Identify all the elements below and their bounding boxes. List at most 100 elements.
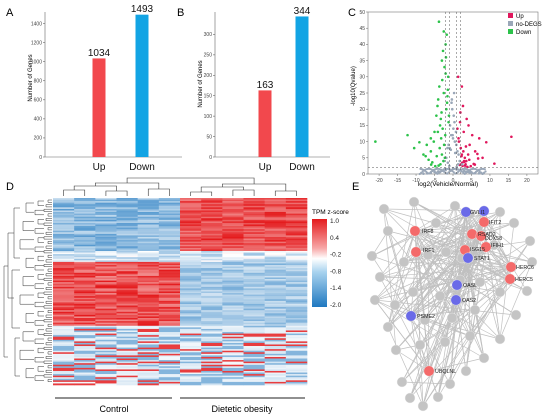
heatmap-cell: [222, 349, 244, 352]
heatmap-cell: [264, 202, 287, 205]
heatmap-cell: [180, 230, 202, 233]
heatmap-cell: [137, 219, 160, 222]
heatmap-cell: [74, 286, 96, 289]
heatmap-cell: [264, 257, 287, 260]
panel-a: A Number of Genes 0200400600800100012001…: [6, 4, 182, 173]
heatmap-cell: [264, 369, 287, 372]
heatmap-cell: [158, 247, 181, 250]
heatmap-cell: [180, 360, 202, 362]
network-node: [494, 286, 506, 298]
heatmap-cell: [95, 201, 117, 203]
column-dendrogram-branch: [147, 188, 170, 196]
heatmap-cell: [222, 291, 244, 294]
heatmap-cell: [116, 333, 138, 336]
heatmap-cell: [53, 224, 75, 227]
heatmap-cell: [222, 342, 244, 345]
heatmap-cell: [53, 279, 75, 281]
volcano-point-up: [510, 135, 513, 139]
heatmap-cell: [53, 230, 75, 233]
ytick-label: 1200: [31, 40, 42, 46]
heatmap-cell: [95, 271, 117, 274]
heatmap-cell: [137, 322, 160, 325]
heatmap-cell: [243, 272, 265, 275]
heatmap-cell: [158, 370, 181, 373]
heatmap-cell: [222, 260, 244, 263]
volcano-point-no-degs: [456, 162, 460, 166]
heatmap-cell: [137, 199, 160, 202]
heatmap-cell: [158, 265, 181, 267]
heatmap-cell: [158, 216, 181, 219]
heatmap-cell: [201, 243, 223, 246]
heatmap-cell: [243, 350, 265, 353]
heatmap-cell: [222, 227, 244, 230]
group-label-obesity: Dietetic obesity: [211, 404, 273, 414]
heatmap-cell: [180, 330, 202, 333]
heatmap-cell: [53, 272, 75, 275]
heatmap-cell: [95, 269, 117, 272]
heatmap-cell: [95, 308, 117, 311]
heatmap-cell: [95, 319, 117, 322]
heatmap-cell: [74, 280, 96, 283]
bar-up: [92, 58, 106, 157]
heatmap-cell: [201, 246, 223, 249]
heatmap-cell: [95, 324, 117, 327]
heatmap-cell: [74, 369, 96, 372]
heatmap-cell: [158, 252, 181, 255]
heatmap-cell: [243, 243, 265, 246]
heatmap-cell: [264, 349, 287, 352]
heatmap-cell: [74, 372, 96, 375]
category-label: Down: [289, 162, 315, 173]
row-dendrogram-branch: [47, 227, 52, 231]
panel-b-ylabel: Number of Genes: [198, 60, 204, 107]
heatmap-cell: [201, 272, 223, 275]
heatmap-cell: [116, 321, 138, 323]
heatmap-cell: [95, 229, 117, 232]
heatmap-cell: [158, 212, 181, 214]
heatmap-cell: [201, 313, 223, 316]
heatmap-cell: [243, 330, 265, 333]
heatmap-cell: [116, 265, 138, 267]
heatmap-cell: [201, 353, 223, 356]
heatmap-cell: [264, 317, 287, 320]
xtick-label: -20: [375, 178, 382, 184]
heatmap-cell: [116, 216, 138, 219]
heatmap-cell: [243, 268, 265, 270]
heatmap-cell: [264, 350, 287, 353]
heatmap-cell: [201, 366, 223, 369]
heatmap-cell: [53, 243, 75, 246]
heatmap-cell: [243, 218, 265, 221]
heatmap-cell: [201, 204, 223, 207]
network-edge: [379, 251, 417, 278]
heatmap-cell: [222, 356, 244, 359]
heatmap-cell: [180, 297, 202, 300]
row-dendrogram-branch: [47, 282, 52, 286]
network-edge: [414, 230, 466, 251]
heatmap-cell: [53, 378, 75, 381]
heatmap-cell: [95, 358, 117, 361]
heatmap-cell: [285, 285, 308, 288]
heatmap-cell: [201, 219, 223, 222]
heatmap-cell: [201, 268, 223, 270]
heatmap-cell: [74, 289, 96, 292]
network-edge: [394, 304, 471, 337]
heatmap-cell: [116, 286, 138, 289]
heatmap-cell: [201, 232, 223, 235]
heatmap-cell: [285, 344, 308, 347]
heatmap-cell: [53, 282, 75, 285]
heatmap-cell: [137, 243, 160, 246]
heatmap-cell: [180, 366, 202, 369]
heatmap-cell: [74, 285, 96, 288]
column-dendrogram-branch: [190, 191, 213, 196]
panel-a-ylabel: Number of Genes: [28, 54, 34, 101]
heatmap-cell: [158, 317, 181, 320]
heatmap-cell: [137, 224, 160, 227]
heatmap-cell: [243, 215, 265, 217]
heatmap-cell: [158, 367, 181, 370]
heatmap-cell: [95, 219, 117, 222]
heatmap-cell: [116, 324, 138, 327]
heatmap-cell: [264, 327, 287, 330]
heatmap-cell: [285, 341, 308, 344]
network-edge: [394, 257, 469, 306]
heatmap-cell: [95, 268, 117, 270]
heatmap-cell: [53, 319, 75, 322]
